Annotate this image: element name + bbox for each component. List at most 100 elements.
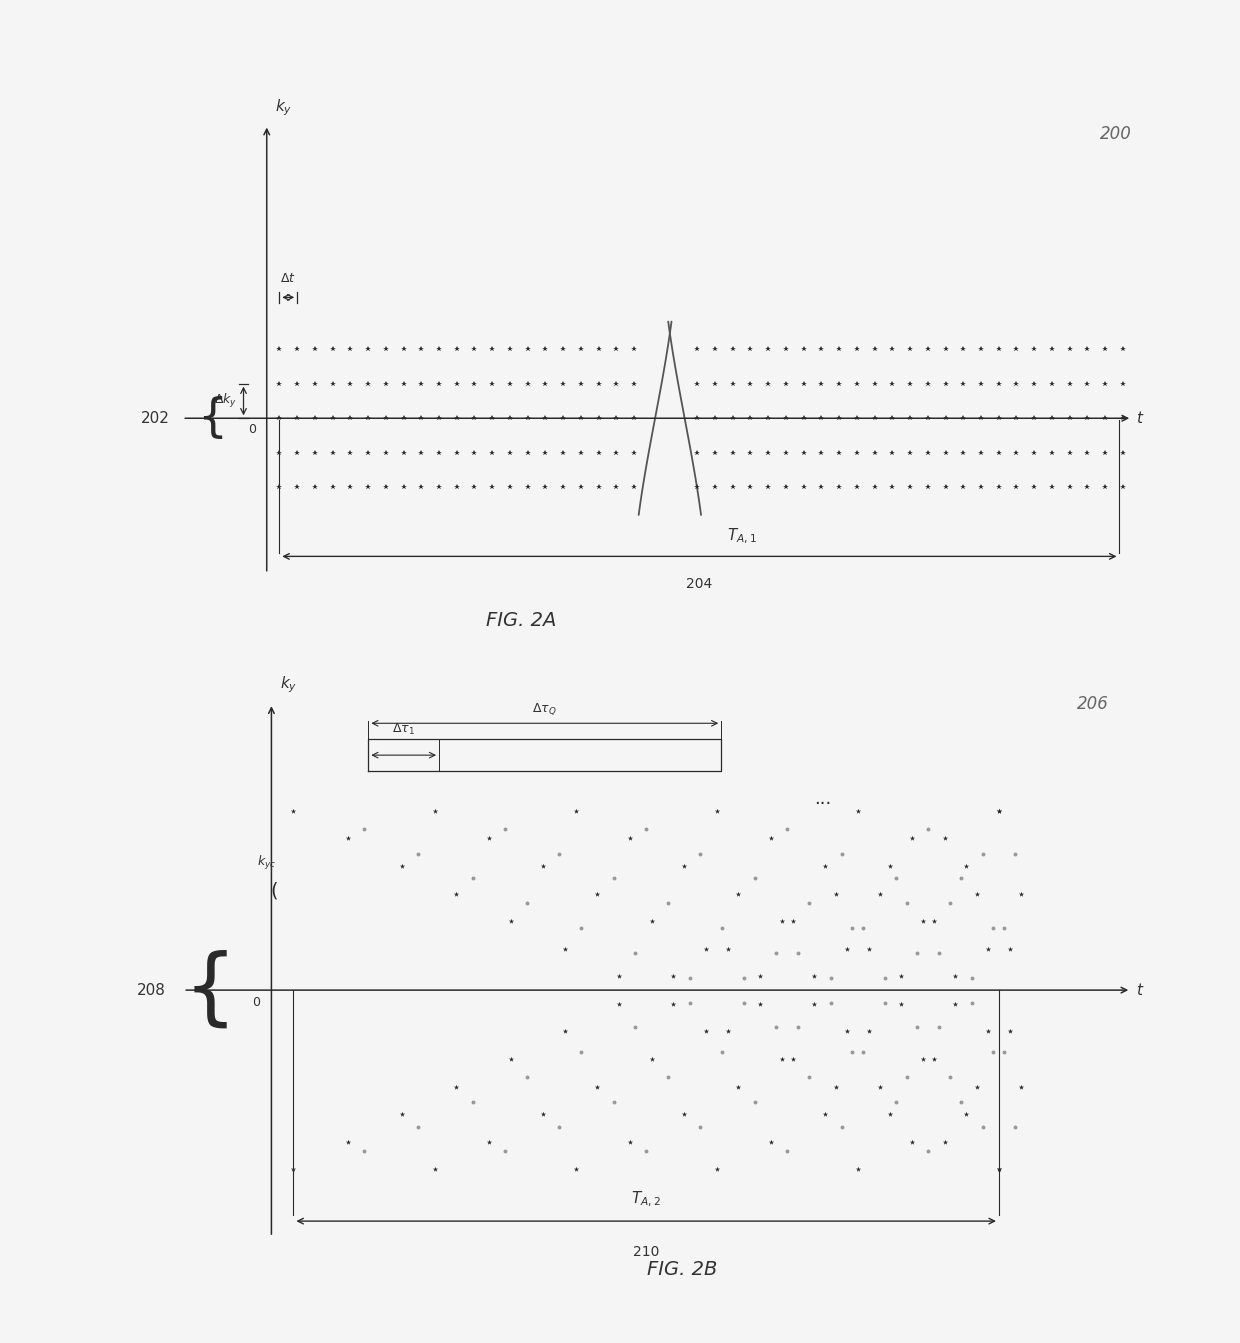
Text: FIG. 2A: FIG. 2A: [486, 611, 556, 630]
Point: [832, 843, 852, 865]
Point: [463, 868, 482, 889]
Point: [658, 893, 678, 915]
Point: [837, 937, 857, 959]
Point: [554, 937, 574, 959]
Point: [967, 1076, 987, 1097]
Point: [495, 1140, 515, 1162]
Text: $\Delta t$: $\Delta t$: [280, 273, 296, 285]
Point: [940, 1066, 960, 1088]
Text: $T_{A,1}$: $T_{A,1}$: [727, 526, 756, 547]
Point: [609, 966, 629, 987]
Point: [501, 1049, 521, 1070]
Point: [680, 967, 699, 988]
Point: [766, 1017, 786, 1038]
Text: FIG. 2B: FIG. 2B: [647, 1260, 717, 1279]
Point: [712, 917, 732, 939]
Text: 204: 204: [686, 577, 713, 591]
Point: [999, 937, 1019, 959]
Point: [848, 800, 868, 822]
Point: [691, 1116, 711, 1138]
Point: [805, 966, 825, 987]
Point: [924, 911, 944, 932]
Point: [1011, 1076, 1030, 1097]
Point: [821, 991, 841, 1013]
Point: [446, 882, 466, 904]
Point: [479, 827, 498, 849]
Point: [990, 800, 1009, 822]
Point: [853, 1041, 873, 1062]
Point: [718, 937, 738, 959]
Point: [565, 1159, 585, 1180]
Point: [1006, 843, 1025, 865]
Point: [990, 1159, 1009, 1180]
Point: [554, 1021, 574, 1042]
Point: [463, 1091, 482, 1112]
Text: 0: 0: [253, 997, 260, 1009]
Point: [940, 893, 960, 915]
Point: [859, 1021, 879, 1042]
Point: [718, 1021, 738, 1042]
Text: 200: 200: [1100, 125, 1132, 142]
Text: {: {: [184, 950, 237, 1030]
Point: [994, 917, 1014, 939]
Point: [869, 1076, 889, 1097]
Point: [533, 1104, 553, 1125]
Point: [663, 966, 683, 987]
Point: [842, 917, 862, 939]
Text: $t$: $t$: [1136, 982, 1145, 998]
Point: [972, 843, 992, 865]
Point: [549, 843, 569, 865]
Text: 210: 210: [632, 1245, 660, 1258]
Point: [789, 943, 808, 964]
Text: $t$: $t$: [1136, 410, 1145, 426]
Point: [908, 943, 928, 964]
Point: [773, 1049, 792, 1070]
Point: [408, 1116, 428, 1138]
Point: [983, 1041, 1003, 1062]
Text: $\Delta\tau_Q$: $\Delta\tau_Q$: [532, 701, 557, 717]
Point: [935, 1131, 955, 1152]
Point: [842, 1041, 862, 1062]
Text: ...: ...: [813, 790, 831, 808]
Point: [789, 1017, 808, 1038]
Point: [424, 800, 444, 822]
Point: [675, 855, 694, 877]
Text: (: (: [270, 881, 278, 900]
Point: [983, 917, 1003, 939]
Point: [826, 882, 846, 904]
Point: [805, 994, 825, 1015]
Text: 0: 0: [248, 423, 257, 436]
Text: $k_y$: $k_y$: [275, 97, 293, 118]
Point: [641, 1049, 661, 1070]
Text: 206: 206: [1078, 696, 1109, 713]
Point: [355, 818, 374, 839]
Point: [853, 917, 873, 939]
Point: [750, 966, 770, 987]
Point: [919, 1140, 939, 1162]
Point: [972, 1116, 992, 1138]
Point: [816, 855, 836, 877]
Point: [424, 1159, 444, 1180]
Point: [951, 868, 971, 889]
Point: [946, 994, 966, 1015]
Point: [355, 1140, 374, 1162]
Point: [707, 800, 727, 822]
Point: [837, 1021, 857, 1042]
Point: [750, 994, 770, 1015]
Point: [620, 1131, 640, 1152]
Point: [990, 1159, 1009, 1180]
Point: [994, 1041, 1014, 1062]
Point: [620, 827, 640, 849]
Point: [1006, 1116, 1025, 1138]
Point: [707, 1159, 727, 1180]
Point: [903, 1131, 923, 1152]
Point: [745, 868, 765, 889]
Point: [967, 882, 987, 904]
Point: [479, 1131, 498, 1152]
Point: [1011, 882, 1030, 904]
Point: [935, 827, 955, 849]
Point: [745, 1091, 765, 1112]
Point: [885, 1091, 905, 1112]
Point: [572, 917, 591, 939]
Point: [337, 1131, 357, 1152]
